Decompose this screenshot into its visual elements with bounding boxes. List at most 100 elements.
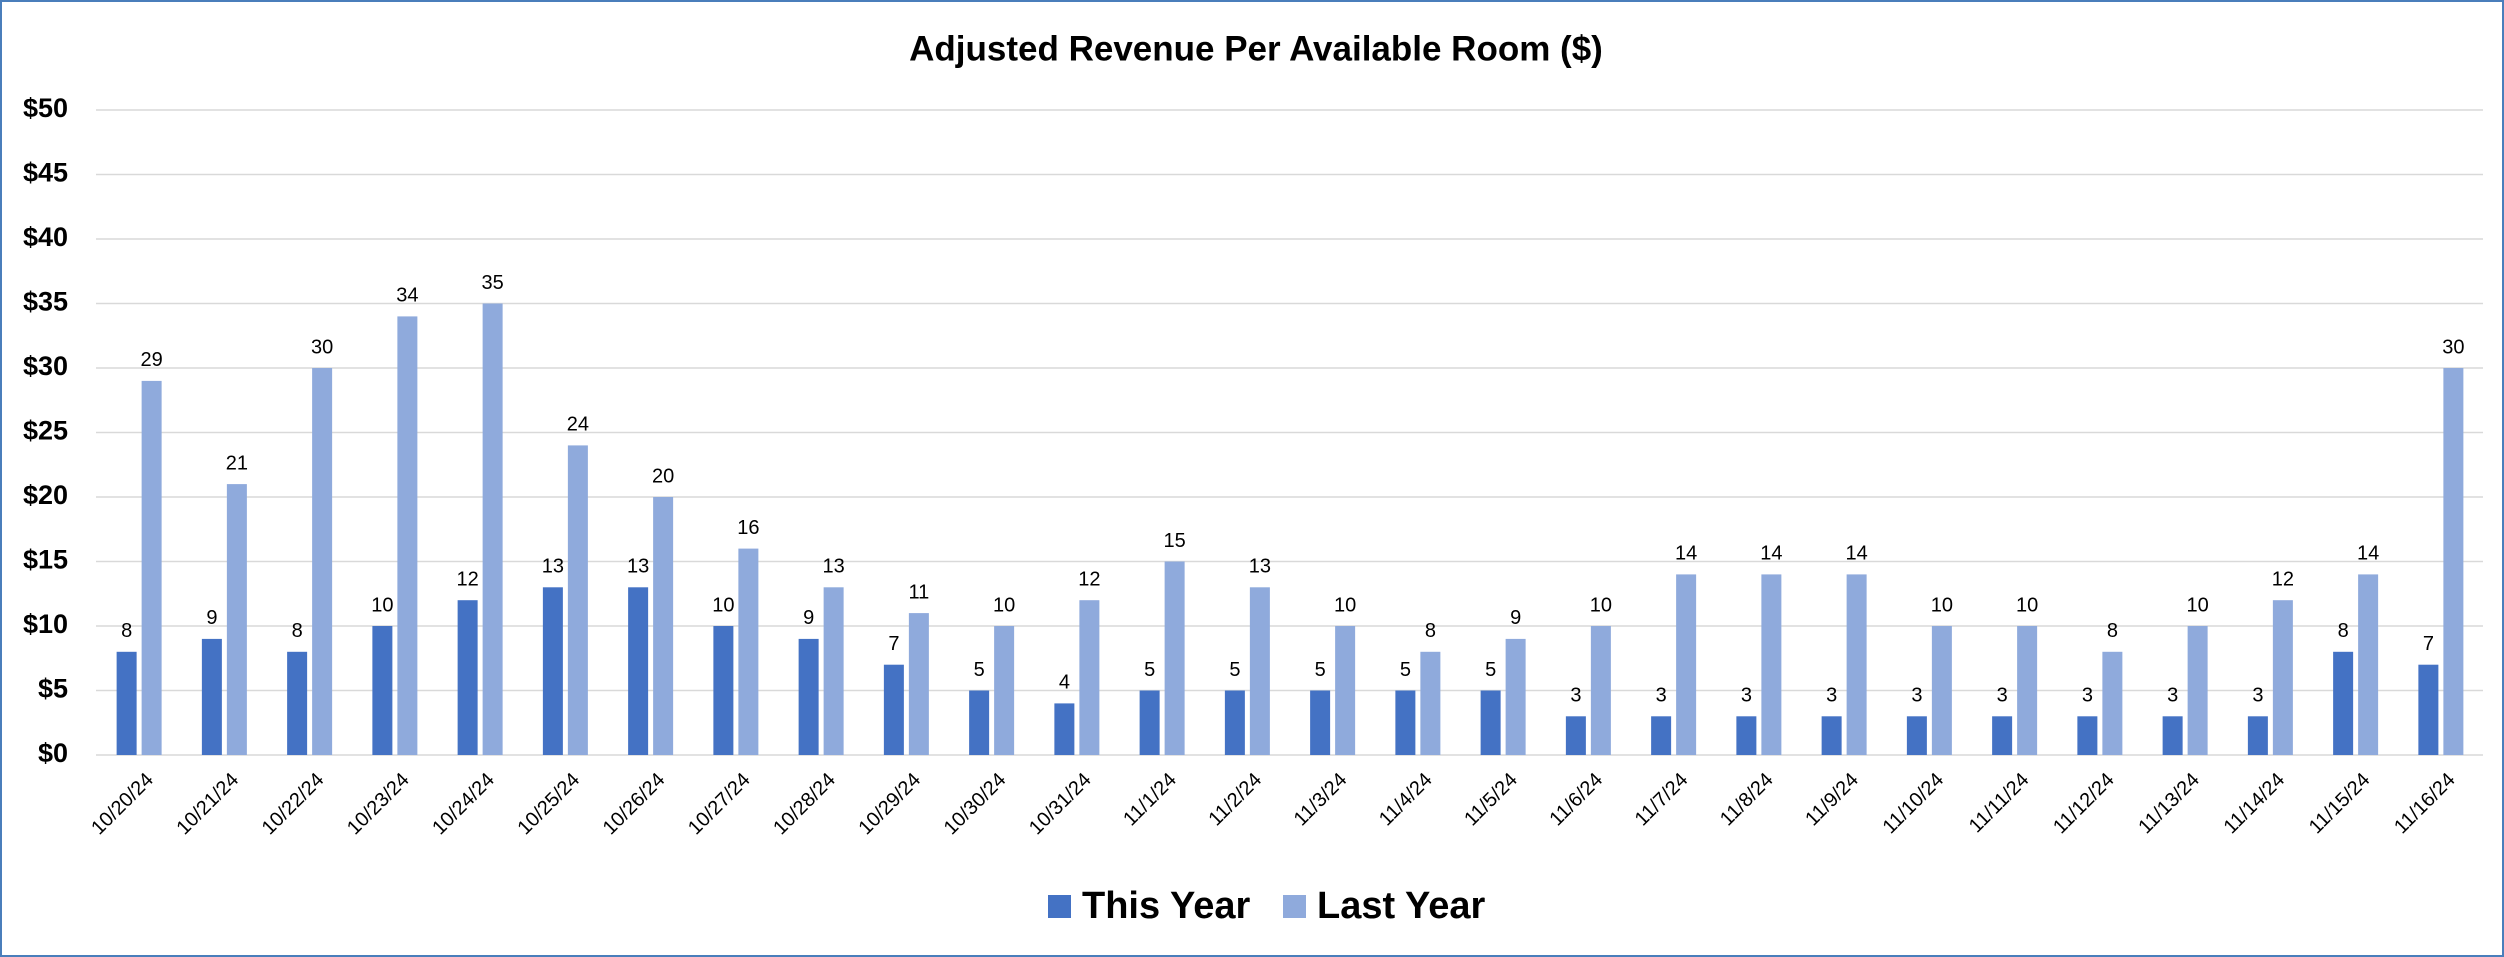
data-label: 3	[1826, 685, 1837, 707]
bar	[1249, 587, 1270, 755]
data-label: 12	[457, 568, 479, 590]
y-tick-label: $40	[23, 222, 68, 252]
bar	[1079, 600, 1100, 755]
bar	[1164, 561, 1185, 755]
bar	[1420, 651, 1441, 755]
data-label: 24	[567, 414, 589, 436]
data-label: 21	[226, 452, 248, 474]
data-label: 10	[712, 594, 734, 616]
data-label: 10	[993, 594, 1015, 616]
bar	[798, 638, 819, 755]
data-label: 5	[1400, 659, 1411, 681]
bar	[201, 638, 222, 755]
bar	[2358, 574, 2379, 755]
chart-title: Adjusted Revenue Per Available Room ($)	[909, 29, 1603, 68]
bar	[1054, 703, 1075, 755]
bar	[457, 600, 478, 755]
y-tick-label: $5	[38, 674, 68, 704]
data-label: 4	[1059, 672, 1070, 694]
data-label: 3	[1570, 685, 1581, 707]
bar	[823, 587, 844, 755]
bar	[1590, 626, 1611, 755]
data-label: 10	[2187, 594, 2209, 616]
data-label: 3	[2082, 685, 2093, 707]
bar	[1395, 690, 1416, 755]
data-label: 10	[371, 594, 393, 616]
y-tick-label: $30	[23, 351, 68, 381]
bar	[883, 664, 904, 755]
bar	[226, 484, 247, 755]
bar	[397, 316, 418, 755]
data-label: 5	[974, 659, 985, 681]
bar	[1931, 626, 1952, 755]
y-tick-label: $20	[23, 480, 68, 510]
data-label: 35	[482, 272, 504, 294]
bar	[1992, 716, 2013, 755]
bar	[2272, 600, 2293, 755]
bar	[2187, 626, 2208, 755]
data-label: 10	[1334, 594, 1356, 616]
data-label: 3	[1997, 685, 2008, 707]
bar	[1906, 716, 1927, 755]
data-label: 12	[1078, 568, 1100, 590]
bar	[312, 368, 333, 755]
data-label: 12	[2272, 568, 2294, 590]
data-label: 10	[2016, 594, 2038, 616]
bar	[969, 690, 990, 755]
y-tick-label: $25	[23, 416, 68, 446]
data-label: 13	[542, 556, 564, 578]
data-label: 8	[292, 620, 303, 642]
data-label: 14	[1760, 543, 1782, 565]
bar	[713, 626, 734, 755]
y-tick-label: $45	[23, 158, 68, 188]
bar	[567, 445, 588, 755]
bar	[2077, 716, 2098, 755]
legend-label: This Year	[1082, 885, 1251, 927]
data-label: 7	[888, 633, 899, 655]
bar	[1651, 716, 1672, 755]
bar	[2162, 716, 2183, 755]
bar	[116, 651, 137, 755]
data-label: 3	[2167, 685, 2178, 707]
data-label: 13	[823, 556, 845, 578]
y-tick-label: $50	[23, 93, 68, 123]
data-label: 5	[1144, 659, 1155, 681]
bar	[653, 497, 674, 755]
y-tick-label: $35	[23, 287, 68, 317]
bar	[628, 587, 649, 755]
data-label: 8	[2107, 620, 2118, 642]
bar	[2418, 664, 2439, 755]
data-label: 8	[1425, 620, 1436, 642]
data-label: 3	[1911, 685, 1922, 707]
data-label: 14	[2357, 543, 2379, 565]
bar	[1310, 690, 1331, 755]
data-label: 8	[121, 620, 132, 642]
data-label: 10	[1931, 594, 1953, 616]
bar	[1821, 716, 1842, 755]
y-tick-label: $0	[38, 738, 68, 768]
data-label: 9	[803, 607, 814, 629]
y-tick-label: $10	[23, 609, 68, 639]
data-label: 5	[1315, 659, 1326, 681]
data-label: 3	[1656, 685, 1667, 707]
data-label: 9	[1510, 607, 1521, 629]
bar	[372, 626, 393, 755]
data-label: 14	[1675, 543, 1697, 565]
bar	[287, 651, 308, 755]
data-label: 3	[2252, 685, 2263, 707]
legend-swatch	[1048, 895, 1071, 918]
data-label: 7	[2423, 633, 2434, 655]
data-label: 16	[737, 517, 759, 539]
bar	[2017, 626, 2038, 755]
bar	[542, 587, 563, 755]
data-label: 13	[627, 556, 649, 578]
bar	[1736, 716, 1757, 755]
data-label: 14	[1846, 543, 1868, 565]
bar	[1224, 690, 1245, 755]
legend-label: Last Year	[1317, 885, 1486, 927]
bar	[2102, 651, 2123, 755]
legend-swatch	[1283, 895, 1306, 918]
